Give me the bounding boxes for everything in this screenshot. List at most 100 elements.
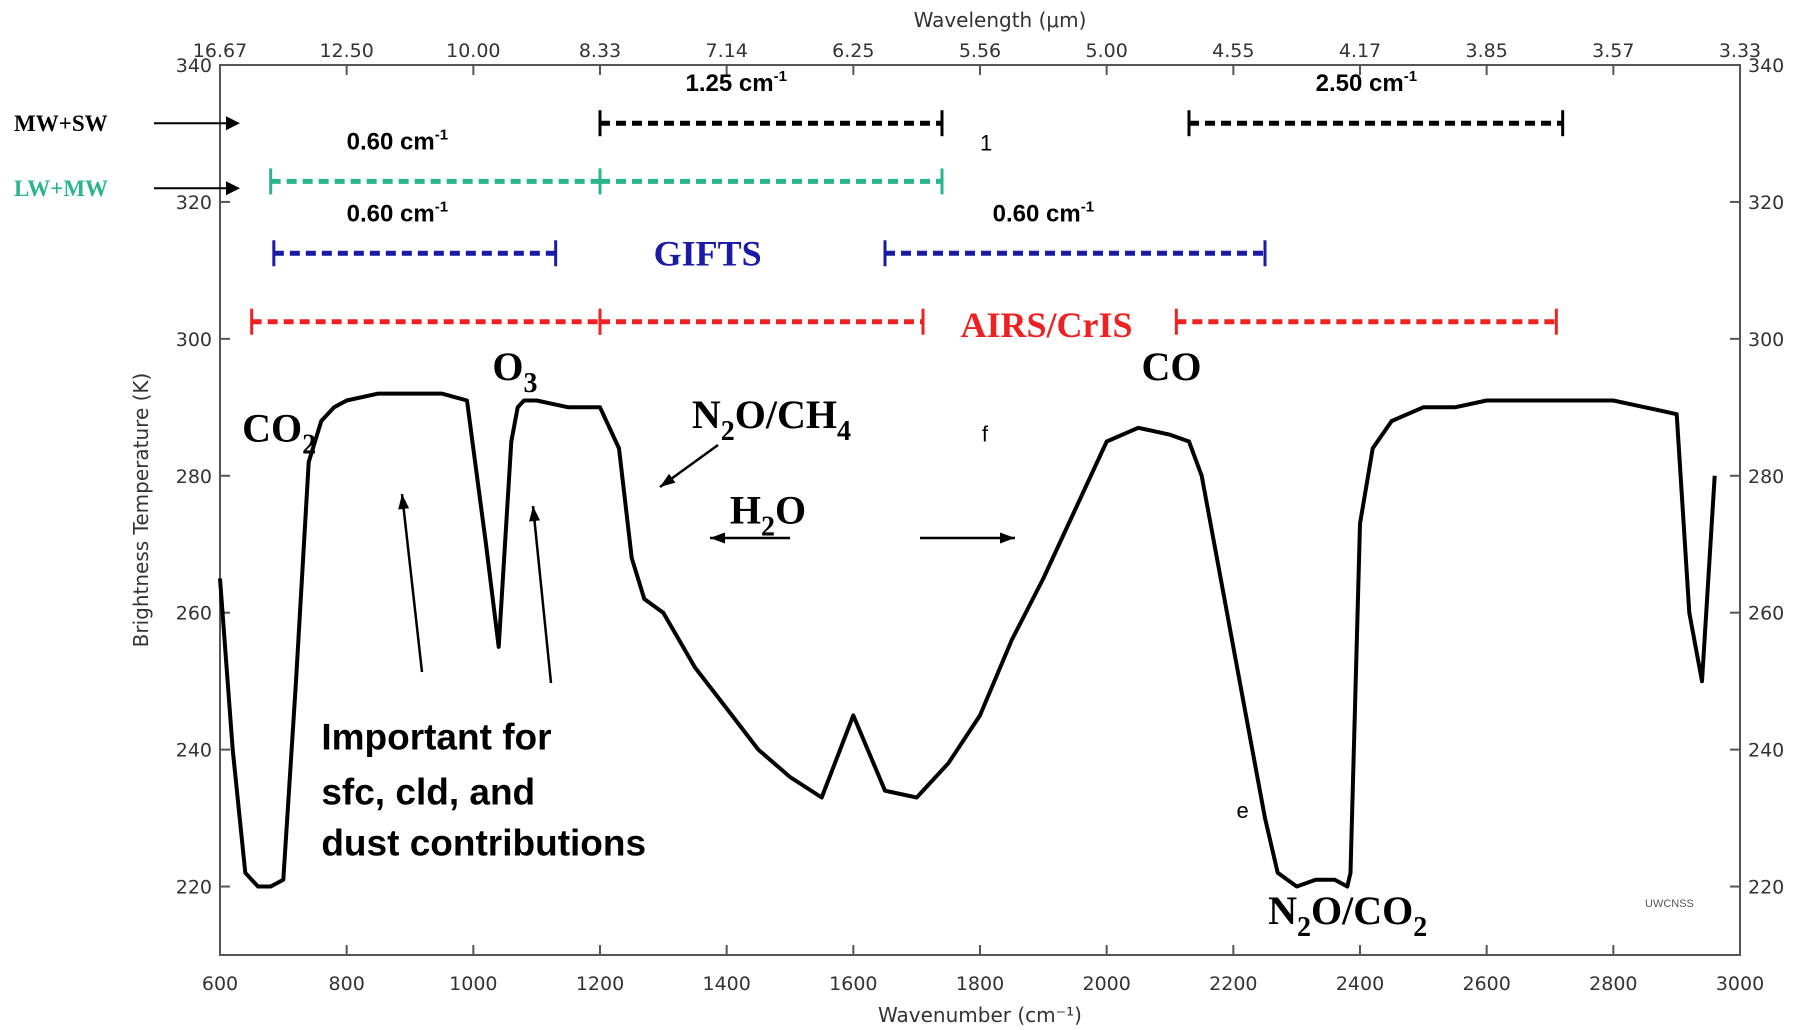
annotation-pointer-arrow: [531, 505, 553, 684]
arrow-head-icon: [529, 506, 540, 522]
annotation-line: Important for: [321, 717, 551, 758]
x-tick-label: 2000: [1082, 973, 1130, 995]
y-tick-label-right: 280: [1748, 466, 1784, 488]
band-resolution-label: 1.25 cm-1: [686, 68, 787, 97]
x-tick-label: 1400: [702, 973, 750, 995]
gas-label-sub: 2: [1297, 912, 1311, 943]
gas-label-main: N: [692, 392, 721, 437]
band-resolution-label: 0.60 cm-1: [347, 198, 448, 227]
band-layer: 1.25 cm-1 2.50 cm-10.60 cm-10.60 cm-1 0.60…: [250, 68, 1565, 335]
gas-label-sub: 2: [761, 512, 775, 543]
band-resolution-sup: -1: [435, 198, 448, 215]
gas-label: N2O/CO2: [1268, 888, 1427, 943]
arrow-head-icon: [398, 494, 410, 510]
y-axis-title: Brightness Temperature (K): [129, 373, 153, 648]
top-tick-label: 10.00: [446, 40, 500, 62]
y-tick-label-right: 300: [1748, 329, 1784, 351]
spectrum-series-line: [218, 391, 1717, 889]
annotation-pointer-arrow: [400, 493, 424, 673]
left-band-label: MW+SW: [14, 111, 108, 136]
arrow-head-icon: [1000, 532, 1015, 544]
y-tick-label-left: 260: [176, 603, 212, 625]
x-tick-label: 1600: [829, 973, 877, 995]
band-resolution-value: 2.50 cm: [1316, 70, 1404, 97]
band-resolution-sup: -1: [435, 126, 448, 143]
gas-label-sub: 3: [523, 368, 537, 399]
gas-label-sub2: 2: [1413, 912, 1427, 943]
gas-label-rest: O: [775, 488, 806, 533]
top-tick-label: 4.17: [1339, 40, 1381, 62]
top-tick-label: 6.25: [832, 40, 874, 62]
y-tick-label-left: 220: [176, 877, 212, 899]
band-resolution-sup: -1: [1081, 198, 1094, 215]
center-instrument-label: GIFTS: [654, 233, 762, 273]
band-resolution-label: 0.60 cm-1: [347, 126, 448, 155]
arrow-head-icon: [710, 532, 725, 544]
y-tick-label-left: 320: [176, 192, 212, 214]
gas-label-rest: O/CH: [735, 392, 837, 437]
left-band-label: LW+MW: [14, 176, 108, 201]
gas-label-main: CO: [1142, 344, 1202, 389]
annotation-line: dust contributions: [321, 823, 646, 864]
gas-label: O3: [492, 344, 537, 399]
x-tick-label: 1800: [956, 973, 1004, 995]
y-tick-label-left: 240: [176, 740, 212, 762]
gas-label-sub2: 4: [837, 416, 851, 447]
y-tick-label-right: 320: [1748, 192, 1784, 214]
band-resolution-sup: -1: [1404, 68, 1417, 85]
top-tick-label: 7.14: [706, 40, 748, 62]
band-resolution-value: 0.60 cm: [347, 128, 435, 155]
top-tick-label: 12.50: [319, 40, 373, 62]
label-layer: MW+SWLW+MWGIFTSAIRS/CrISCO2O3N2O/CH4H2OC…: [14, 111, 1694, 943]
x-tick-label: 600: [202, 973, 238, 995]
top-tick-label: 16.67: [193, 40, 247, 62]
top-tick-label: 3.57: [1592, 40, 1634, 62]
gas-label: CO2: [242, 406, 316, 461]
y-tick-label-right: 340: [1748, 55, 1784, 77]
band-resolution-value: 1.25 cm: [686, 70, 774, 97]
top-axis-title: Wavelength (μm): [914, 8, 1087, 32]
top-tick-label: 8.33: [579, 40, 621, 62]
band-resolution-label: 0.60 cm-1: [993, 198, 1094, 227]
x-tick-label: 2200: [1209, 973, 1257, 995]
top-tick-label: 4.55: [1212, 40, 1254, 62]
y-tick-label-left: 280: [176, 466, 212, 488]
y-tick-label-right: 240: [1748, 740, 1784, 762]
x-tick-label: 1000: [449, 973, 497, 995]
x-axis-title: Wavenumber (cm⁻¹): [878, 1003, 1082, 1027]
y-tick-label-left: 300: [176, 329, 212, 351]
gas-label: CO: [1142, 344, 1202, 389]
gas-label-sub: 2: [302, 430, 316, 461]
x-tick-label: 2600: [1462, 973, 1510, 995]
gas-label-main: H: [730, 488, 761, 533]
top-tick-label: 5.00: [1086, 40, 1128, 62]
stray-glyph: UWCNSS: [1645, 898, 1694, 910]
gas-label: H2O: [730, 488, 806, 543]
gas-label-main: N: [1268, 888, 1297, 933]
top-tick-label: 3.33: [1719, 40, 1761, 62]
top-tick-label: 3.85: [1466, 40, 1508, 62]
stray-glyph: 1: [980, 131, 992, 156]
y-tick-label-left: 340: [176, 55, 212, 77]
band-resolution-sup: -1: [774, 68, 787, 85]
gas-label: N2O/CH4: [692, 392, 851, 447]
band-resolution-label: 2.50 cm-1: [1316, 68, 1417, 97]
gas-label-sub: 2: [721, 416, 735, 447]
arrow-head-icon: [660, 473, 676, 487]
band-resolution-value: 0.60 cm: [993, 200, 1081, 227]
annotation-line: sfc, cld, and: [321, 771, 535, 812]
top-tick-label: 5.56: [959, 40, 1001, 62]
stray-glyph: f: [982, 422, 989, 447]
x-tick-label: 800: [329, 973, 365, 995]
center-instrument-label: AIRS/CrIS: [960, 305, 1132, 345]
x-tick-label: 2800: [1589, 973, 1637, 995]
arrow-head-icon: [226, 116, 240, 131]
gas-label-rest: O/CO: [1311, 888, 1413, 933]
gas-label-main: O: [492, 344, 523, 389]
x-tick-label: 3000: [1716, 973, 1764, 995]
stray-glyph: e: [1237, 798, 1249, 823]
arrow-head-icon: [226, 181, 240, 196]
x-tick-label: 2400: [1336, 973, 1384, 995]
x-tick-label: 1200: [576, 973, 624, 995]
